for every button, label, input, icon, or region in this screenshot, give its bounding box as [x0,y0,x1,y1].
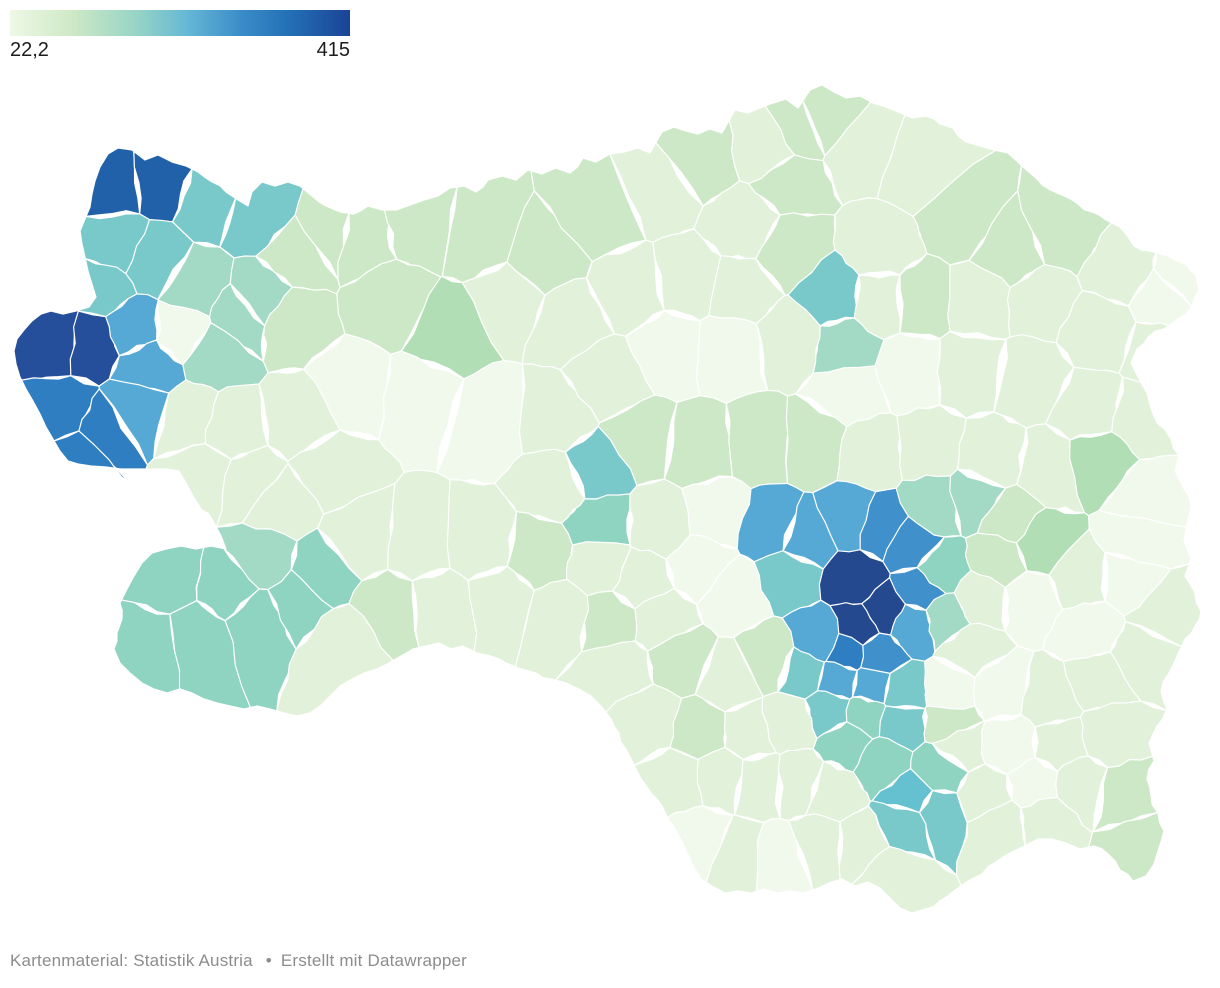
map-region[interactable] [411,567,478,653]
map-region[interactable] [1152,252,1200,308]
map-region[interactable] [215,522,298,591]
map-region[interactable] [53,430,139,491]
map-region[interactable] [446,479,517,581]
map-region[interactable] [105,293,159,357]
map-region[interactable] [755,294,821,397]
map-region[interactable] [733,615,795,697]
legend: 22,2 415 [10,10,350,61]
map-region[interactable] [1048,528,1106,611]
map-region[interactable] [932,622,1018,679]
map-region[interactable] [436,360,525,484]
map-region[interactable] [895,474,962,538]
map-region[interactable] [113,599,181,694]
map-region[interactable] [133,150,193,223]
map-region[interactable] [1092,755,1159,833]
map-region[interactable] [1088,811,1165,882]
map-region[interactable] [955,799,1026,887]
map-region[interactable] [387,469,453,582]
map-region[interactable] [924,655,978,710]
map-region[interactable] [276,603,394,717]
map-region[interactable] [98,378,170,466]
footer: Kartenmaterial: Statistik Austria • Erst… [10,951,467,971]
map-region[interactable] [756,817,814,894]
legend-min-label: 22,2 [10,39,49,61]
map-region[interactable] [851,667,891,705]
map-region[interactable] [777,646,825,700]
map-region[interactable] [258,368,341,462]
map-region[interactable] [466,565,535,668]
map-region[interactable] [348,568,420,662]
map-region[interactable] [85,147,141,217]
map-region[interactable] [125,219,195,301]
map-region[interactable] [666,805,734,883]
map-region[interactable] [1088,509,1192,570]
map-region[interactable] [804,690,851,740]
datawrapper-credit-link[interactable]: Erstellt mit Datawrapper [280,951,468,970]
map-region[interactable] [695,315,769,404]
legend-labels: 22,2 415 [10,39,350,61]
map-region[interactable] [171,168,237,248]
map-region[interactable] [728,105,796,185]
map-region[interactable] [530,153,647,263]
map-region[interactable] [1045,366,1124,441]
map-region[interactable] [506,190,593,296]
map-region[interactable] [506,511,574,591]
map-region[interactable] [832,197,928,276]
map-region[interactable] [1111,376,1180,461]
map-region[interactable] [13,309,79,381]
map-region[interactable] [605,683,683,766]
legend-max-label: 415 [316,39,350,61]
map-region[interactable] [1076,222,1157,307]
map-attribution: Kartenmaterial: Statistik Austria [10,951,253,970]
map-region[interactable] [696,746,744,816]
map-region[interactable] [693,180,781,260]
footer-separator: • [265,951,272,970]
map-region[interactable] [156,299,212,366]
map-region[interactable] [725,389,791,491]
map-region[interactable] [585,239,665,337]
legend-gradient-bar [10,10,350,36]
map-region[interactable] [1042,600,1127,662]
map-region[interactable] [853,274,901,341]
map-region[interactable] [957,411,1027,489]
map-region[interactable] [1069,431,1141,517]
map-region[interactable] [936,330,1007,419]
map-region[interactable] [851,845,962,914]
map-region[interactable] [1020,796,1094,850]
map-region[interactable] [788,813,841,891]
map-region[interactable] [652,228,722,322]
